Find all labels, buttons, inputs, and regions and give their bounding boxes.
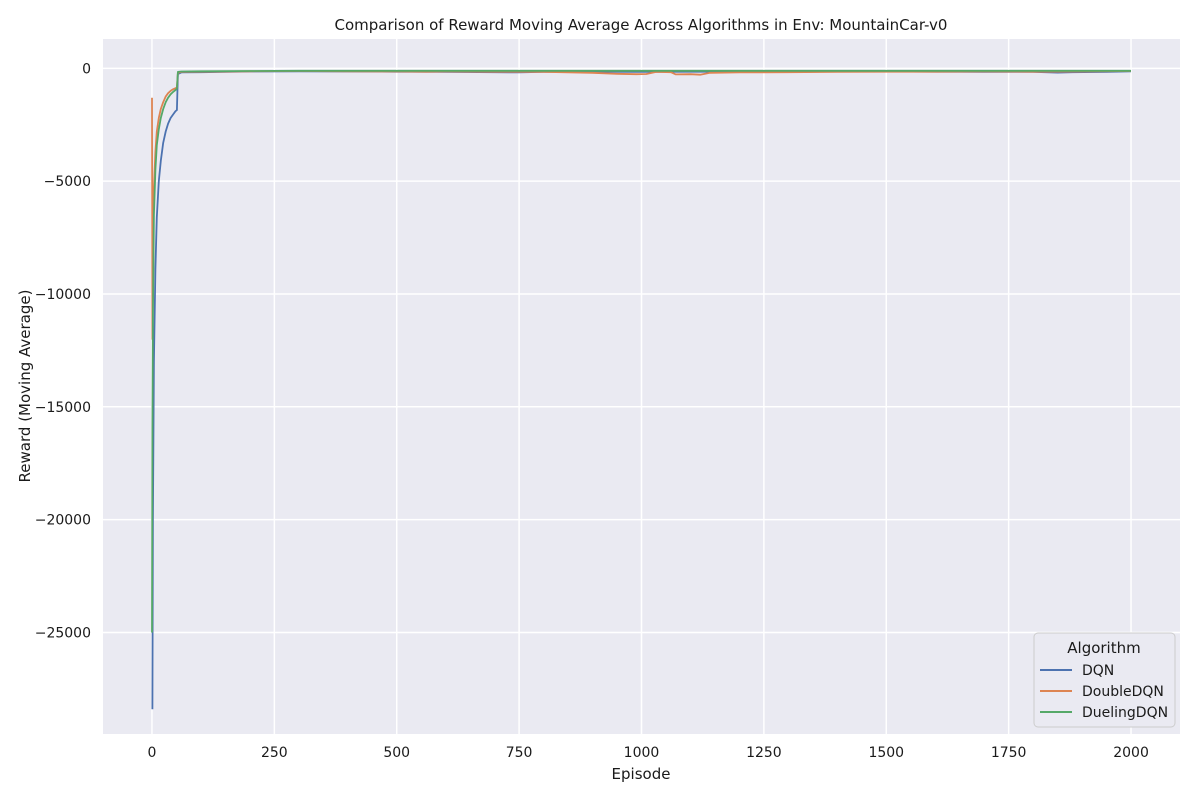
y-tick-label: −5000: [44, 174, 91, 190]
y-tick-label: −15000: [35, 400, 91, 416]
x-tick-label: 1000: [624, 745, 660, 761]
legend-label-dqn: DQN: [1082, 663, 1114, 679]
series-layer: [151, 69, 1132, 710]
legend-label-doubledqn: DoubleDQN: [1082, 684, 1164, 700]
legend-box: [1033, 632, 1176, 728]
y-tick-label: −25000: [35, 625, 91, 641]
x-tick-label: 500: [383, 745, 410, 761]
x-axis-label: Episode: [612, 765, 671, 783]
chart-title: Comparison of Reward Moving Average Acro…: [335, 16, 948, 34]
x-tick-label: 750: [506, 745, 533, 761]
grid-layer: [103, 39, 1180, 734]
x-tick-label: 250: [261, 745, 288, 761]
legend-label-duelingdqn: DuelingDQN: [1082, 705, 1168, 721]
series-line-duelingdqn: [151, 69, 1131, 633]
x-tick-label: 2000: [1113, 745, 1149, 761]
legend: Algorithm DQN DoubleDQN DuelingDQN: [1033, 632, 1176, 728]
y-tick-label: 0: [82, 61, 91, 77]
x-tick-label: 1500: [868, 745, 904, 761]
y-tick-label: −10000: [35, 287, 91, 303]
legend-title: Algorithm: [1067, 639, 1140, 657]
x-tick-label: 1750: [991, 745, 1027, 761]
y-axis-label: Reward (Moving Average): [16, 290, 34, 483]
y-tick-labels: 0 −5000 −10000 −15000 −20000 −25000: [35, 61, 91, 641]
x-tick-labels: 0 250 500 750 1000 1250 1500 1750 2000: [147, 745, 1148, 761]
x-tick-label: 1250: [746, 745, 782, 761]
y-tick-label: −20000: [35, 513, 91, 529]
x-tick-label: 0: [147, 745, 156, 761]
